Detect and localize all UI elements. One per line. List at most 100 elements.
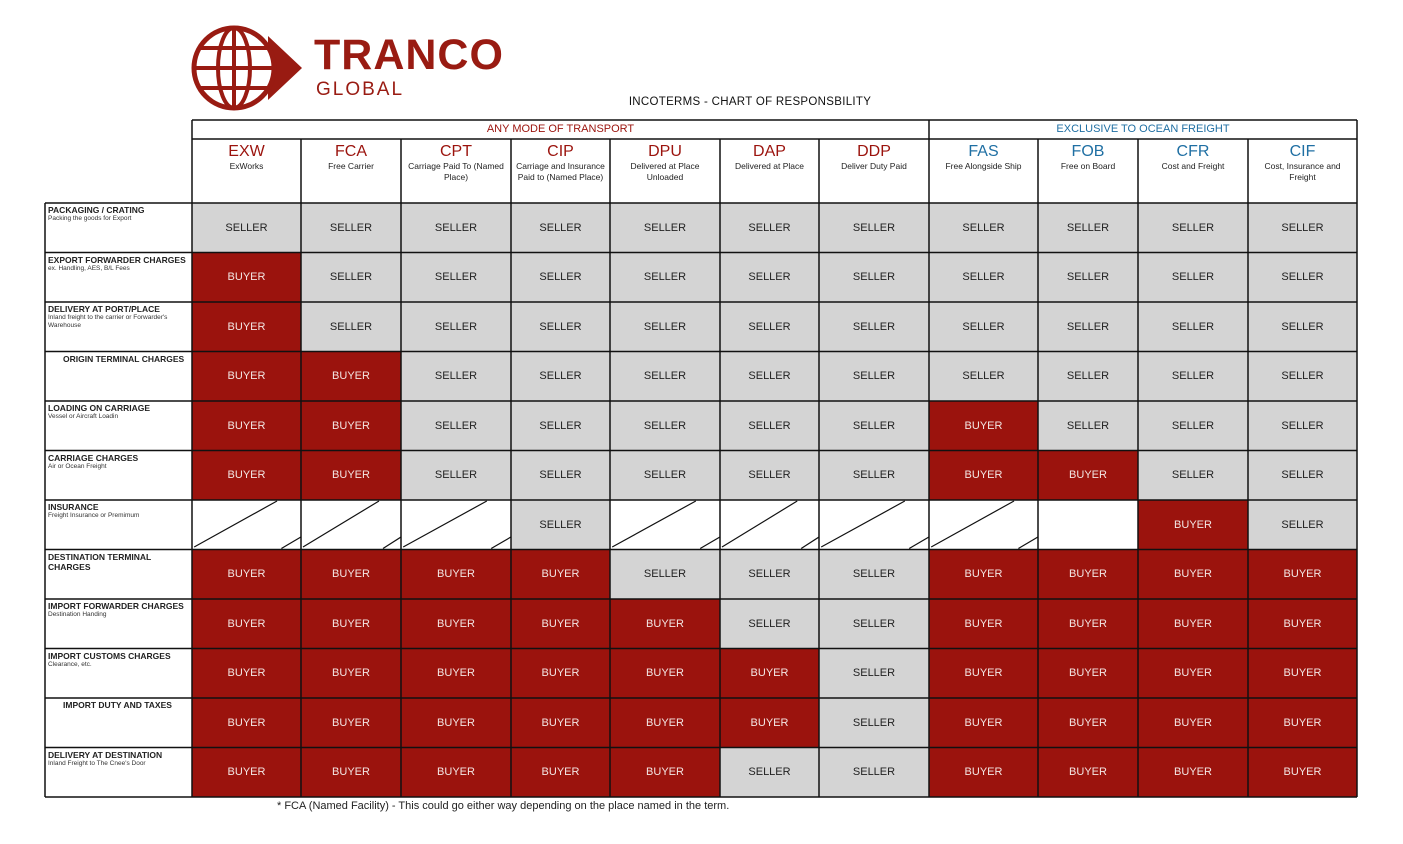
buyer-cell: BUYER <box>1138 599 1248 649</box>
seller-cell: SELLER <box>511 450 610 500</box>
row-title: EXPORT FORWARDER CHARGES <box>48 254 186 265</box>
buyer-cell: BUYER <box>401 747 511 797</box>
row-subtitle: Air or Ocean Freight <box>48 462 107 470</box>
seller-cell: SELLER <box>819 203 929 253</box>
row-header: CARRIAGE CHARGES Air or Ocean Freight <box>46 452 191 500</box>
footnote: * FCA (Named Facility) - This could go e… <box>277 800 730 812</box>
buyer-cell: BUYER <box>1038 549 1138 599</box>
buyer-cell: BUYER <box>1138 500 1248 550</box>
diagonal-slash-icon <box>302 500 401 550</box>
seller-cell: SELLER <box>720 549 819 599</box>
buyer-cell: BUYER <box>1038 450 1138 500</box>
buyer-cell: BUYER <box>1038 698 1138 748</box>
row-header: EXPORT FORWARDER CHARGES ex. Handling, AE… <box>46 254 191 302</box>
seller-cell: SELLER <box>401 302 511 352</box>
term-name: Free on Board <box>1060 161 1116 171</box>
term-code: CIP <box>547 143 574 160</box>
seller-cell: SELLER <box>720 450 819 500</box>
buyer-cell: BUYER <box>929 599 1038 649</box>
buyer-cell: BUYER <box>610 648 720 698</box>
seller-cell: SELLER <box>192 203 301 253</box>
term-header-cfr: CFR Cost and Freight <box>1138 139 1248 202</box>
not-applicable-cell <box>610 500 720 550</box>
term-name: Cost, Insurance and Freight <box>1264 161 1341 182</box>
document-title: INCOTERMS - CHART OF RESPONSBILITY <box>628 96 872 108</box>
seller-cell: SELLER <box>929 252 1038 302</box>
not-applicable-cell <box>192 500 301 550</box>
seller-cell: SELLER <box>1038 302 1138 352</box>
row-title: DELIVERY AT PORT/PLACE <box>48 304 160 314</box>
term-header-cip: CIP Carriage and Insurance Paid to (Named… <box>511 139 610 202</box>
seller-cell: SELLER <box>819 648 929 698</box>
diagonal-slash-icon <box>611 500 720 550</box>
term-code: DPU <box>648 143 682 160</box>
buyer-cell: BUYER <box>401 648 511 698</box>
seller-cell: SELLER <box>610 549 720 599</box>
seller-cell: SELLER <box>1248 450 1357 500</box>
diagonal-slash-icon <box>721 500 819 550</box>
seller-cell: SELLER <box>819 401 929 451</box>
buyer-cell: BUYER <box>929 648 1038 698</box>
seller-cell: SELLER <box>819 252 929 302</box>
buyer-cell: BUYER <box>301 351 401 401</box>
buyer-cell: BUYER <box>192 401 301 451</box>
seller-cell: SELLER <box>819 599 929 649</box>
buyer-cell: BUYER <box>1138 549 1248 599</box>
term-code: CPT <box>440 143 472 160</box>
seller-cell: SELLER <box>1248 401 1357 451</box>
buyer-cell: BUYER <box>401 599 511 649</box>
not-applicable-cell <box>1038 500 1138 550</box>
seller-cell: SELLER <box>301 252 401 302</box>
row-title: CARRIAGE CHARGES <box>48 452 139 463</box>
row-header: DESTINATION TERMINAL CHARGES <box>46 551 191 599</box>
buyer-cell: BUYER <box>1138 648 1248 698</box>
row-title: PACKAGING / CRATING <box>48 205 145 215</box>
buyer-cell: BUYER <box>929 401 1038 451</box>
seller-cell: SELLER <box>511 401 610 451</box>
row-subtitle: Inland freight to the carrier or Forward… <box>48 314 168 329</box>
seller-cell: SELLER <box>929 351 1038 401</box>
buyer-cell: BUYER <box>192 747 301 797</box>
buyer-cell: BUYER <box>1038 648 1138 698</box>
buyer-cell: BUYER <box>401 549 511 599</box>
row-title: DESTINATION TERMINAL CHARGES <box>48 551 152 572</box>
term-code: CIF <box>1289 143 1316 160</box>
buyer-cell: BUYER <box>1248 747 1357 797</box>
logo-wordmark: TRANCO <box>314 31 504 79</box>
seller-cell: SELLER <box>1138 401 1248 451</box>
diagonal-slash-icon <box>402 500 511 550</box>
row-header: IMPORT DUTY AND TAXES <box>46 699 191 747</box>
buyer-cell: BUYER <box>301 747 401 797</box>
seller-cell: SELLER <box>1138 252 1248 302</box>
seller-cell: SELLER <box>610 401 720 451</box>
tranco-logo: TRANCO GLOBAL <box>190 22 530 114</box>
row-subtitle: Packing the goods for Export <box>48 215 132 222</box>
seller-cell: SELLER <box>1248 302 1357 352</box>
seller-cell: SELLER <box>819 302 929 352</box>
row-title: INSURANCE <box>48 502 99 512</box>
seller-cell: SELLER <box>819 698 929 748</box>
buyer-cell: BUYER <box>192 450 301 500</box>
buyer-cell: BUYER <box>301 450 401 500</box>
seller-cell: SELLER <box>401 450 511 500</box>
logo-subtitle: GLOBAL <box>316 79 405 100</box>
seller-cell: SELLER <box>511 203 610 253</box>
buyer-cell: BUYER <box>511 549 610 599</box>
buyer-cell: BUYER <box>301 648 401 698</box>
seller-cell: SELLER <box>720 747 819 797</box>
term-name: Delivered at Place <box>735 161 804 171</box>
row-header: DELIVERY AT PORT/PLACE Inland freight to … <box>46 303 191 351</box>
seller-cell: SELLER <box>1138 450 1248 500</box>
seller-cell: SELLER <box>720 203 819 253</box>
row-title: LOADING ON CARRIAGE <box>48 403 150 413</box>
seller-cell: SELLER <box>819 351 929 401</box>
seller-cell: SELLER <box>929 203 1038 253</box>
diagonal-slash-icon <box>820 500 929 550</box>
buyer-cell: BUYER <box>610 698 720 748</box>
row-title: IMPORT CUSTOMS CHARGES <box>48 650 171 661</box>
term-header-fca: FCA Free Carrier <box>301 139 401 202</box>
buyer-cell: BUYER <box>301 698 401 748</box>
term-header-dap: DAP Delivered at Place <box>720 139 819 202</box>
seller-cell: SELLER <box>1248 500 1357 550</box>
seller-cell: SELLER <box>511 500 610 550</box>
